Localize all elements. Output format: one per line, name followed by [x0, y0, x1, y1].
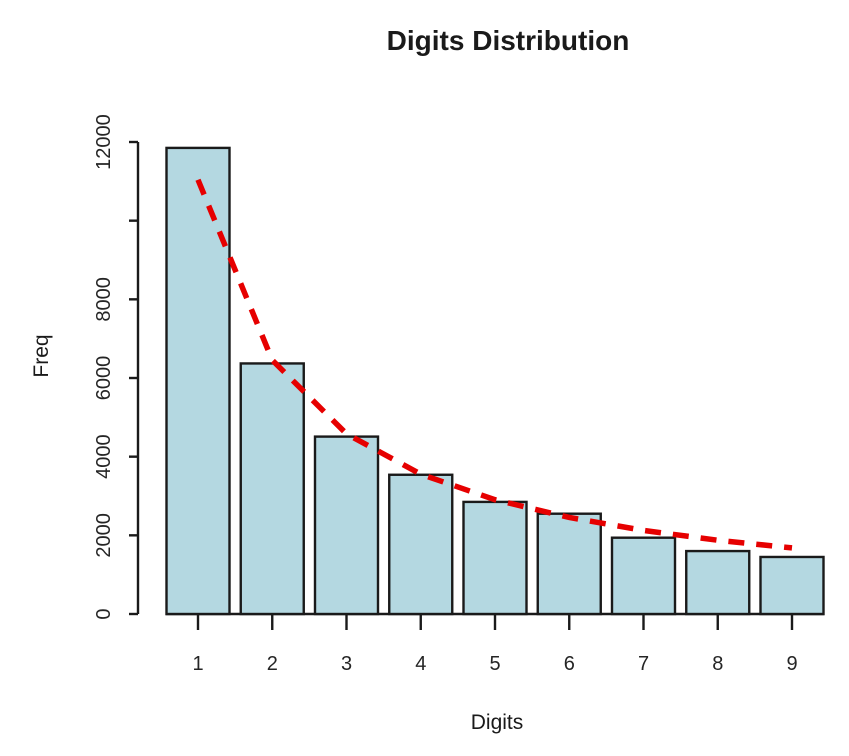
x-tick-label-7: 7	[638, 653, 649, 675]
y-tick-label: 6000	[93, 356, 115, 401]
bar-digit-6	[536, 512, 602, 616]
x-tick-label-8: 8	[712, 653, 723, 675]
chart-title: Digits Distribution	[387, 25, 630, 56]
y-tick-label: 2000	[93, 513, 115, 558]
bar-digit-2	[239, 362, 305, 616]
bar-digit-1	[165, 146, 231, 616]
bar-digit-3	[313, 435, 380, 616]
y-tick-label: 4000	[93, 434, 115, 479]
x-tick-label-3: 3	[341, 653, 352, 675]
x-tick-label-9: 9	[786, 653, 797, 675]
x-tick-label-4: 4	[415, 653, 426, 675]
x-tick-label-2: 2	[267, 653, 278, 675]
x-tick-label-6: 6	[564, 653, 575, 675]
y-axis-title: Freq	[30, 334, 53, 377]
y-tick-label: 8000	[93, 277, 115, 322]
x-tick-label-1: 1	[192, 653, 203, 675]
bar-digit-9	[759, 555, 825, 616]
bar-digit-4	[388, 473, 454, 616]
bar-digit-7	[610, 536, 677, 616]
x-axis-title: Digits	[471, 711, 524, 734]
y-tick-label: 0	[93, 608, 115, 619]
y-tick-label: 12000	[93, 114, 115, 170]
bar-digit-8	[685, 549, 751, 616]
expected-benford-curve	[195, 178, 793, 551]
bar-digit-5	[462, 500, 528, 616]
x-tick-label-5: 5	[489, 653, 500, 675]
